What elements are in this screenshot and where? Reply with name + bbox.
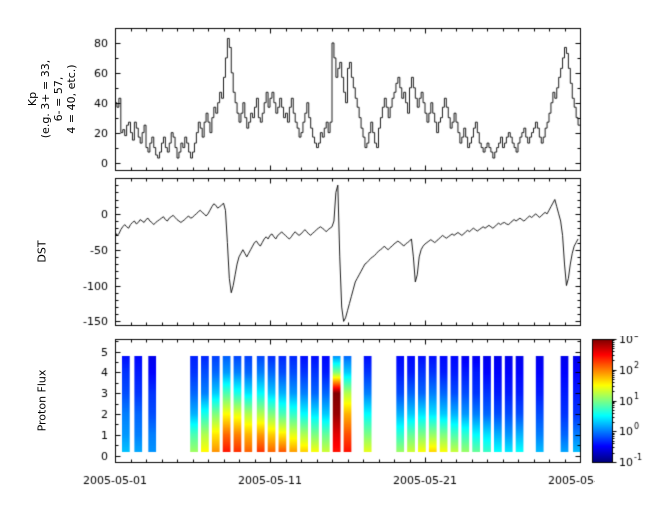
kp-axis-label-line: 6- = 57,	[52, 76, 65, 122]
dst-axis-label: DST	[35, 240, 49, 263]
flux-colorbar	[588, 336, 665, 523]
kp-axis-label-line: (e.g. 3+ = 33,	[39, 59, 52, 139]
dst-panel-plot	[65, 176, 595, 329]
kp-panel-plot	[65, 20, 595, 175]
proton-flux-panel-plot	[65, 336, 595, 523]
proton-flux-axis-label: Proton Flux	[35, 369, 49, 432]
kp-axis-label-line: Kp	[26, 91, 39, 107]
